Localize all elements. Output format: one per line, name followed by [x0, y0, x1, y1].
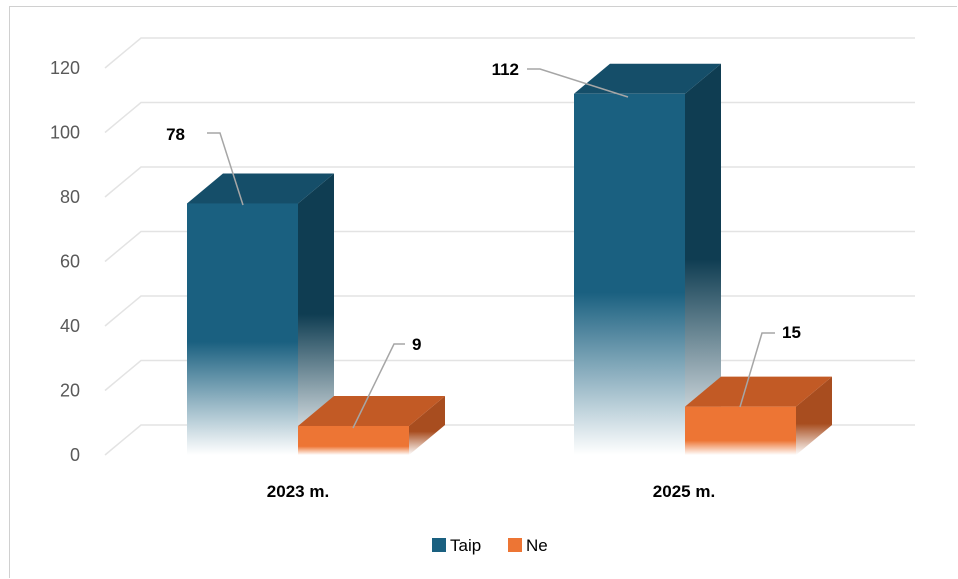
legend-item-taip: Taip: [432, 536, 481, 555]
x-tick-label: 2025 m.: [653, 482, 715, 501]
legend-swatch: [432, 538, 446, 552]
bar-side: [796, 376, 832, 455]
data-label: 15: [782, 323, 801, 342]
data-label: 9: [412, 335, 421, 354]
y-tick-label: 60: [60, 252, 80, 272]
y-tick-label: 120: [50, 58, 80, 78]
bar-side: [409, 395, 445, 455]
bars: [187, 63, 832, 456]
bar-taip-1: [574, 63, 721, 456]
bar-ne-1: [685, 376, 832, 455]
leader-line: [352, 343, 405, 429]
data-label: 112: [492, 60, 519, 79]
legend: Taip Ne: [432, 536, 548, 555]
bar-top: [574, 63, 721, 94]
y-tick-label: 80: [60, 187, 80, 207]
x-tick-label: 2023 m.: [267, 482, 329, 501]
bar-top: [685, 376, 832, 407]
y-tick-label: 20: [60, 381, 80, 401]
leader-line: [207, 132, 244, 206]
y-tick-label: 100: [50, 123, 80, 143]
bar-ne-0: [298, 395, 445, 455]
gridline: [104, 37, 915, 69]
bar-taip-0: [187, 173, 334, 455]
bar-front: [298, 425, 409, 455]
legend-label: Taip: [450, 536, 481, 555]
leader-line: [527, 68, 629, 98]
y-axis: 0 20 40 60 80 100 120: [50, 58, 80, 465]
legend-label: Ne: [526, 536, 548, 555]
x-axis: 2023 m. 2025 m.: [267, 482, 715, 501]
legend-item-ne: Ne: [508, 536, 548, 555]
bar-front: [187, 203, 298, 455]
y-tick-label: 40: [60, 316, 80, 336]
bar-top: [187, 173, 334, 204]
data-labels: 78 112 9 15: [166, 60, 801, 429]
chart-frame: [9, 6, 957, 578]
bar-front: [685, 406, 796, 455]
bar-front: [574, 93, 685, 456]
bar-side: [685, 63, 721, 456]
bar-side: [298, 173, 334, 455]
data-label: 78: [166, 125, 185, 144]
bar-top: [298, 395, 445, 426]
leader-line: [739, 332, 775, 408]
legend-swatch: [508, 538, 522, 552]
gridline: [104, 101, 915, 134]
y-tick-label: 0: [70, 445, 80, 465]
